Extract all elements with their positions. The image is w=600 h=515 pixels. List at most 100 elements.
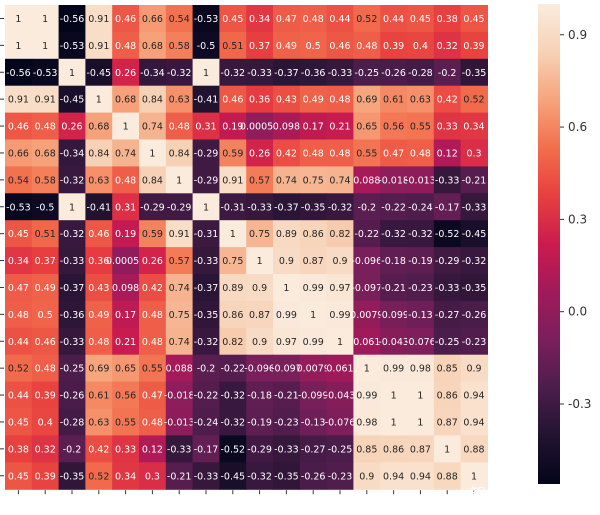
cell-value-label: 0.4 [38, 417, 53, 428]
cell-value-label: -0.076 [405, 337, 436, 348]
cell-value-label: 0.74 [142, 122, 163, 133]
heatmap-cell [353, 274, 381, 302]
cell-value-label: -0.33 [247, 68, 272, 79]
cell-value-label: 0.49 [35, 283, 56, 294]
heatmap-cell [299, 327, 328, 356]
cell-value-label: -0.097 [271, 364, 302, 375]
colorbar-tick-label: 0.9 [568, 28, 587, 42]
cell-value-label: 0.52 [356, 14, 377, 25]
heatmap-cell [31, 220, 60, 248]
heatmap-cell [112, 5, 140, 33]
cell-value-label: 0.59 [222, 148, 243, 159]
heatmap-cell [165, 85, 194, 114]
cell-value-label: 0.48 [356, 41, 377, 52]
cell-value-label: -0.32 [408, 229, 433, 240]
cell-value-label: 0.99 [303, 337, 324, 348]
cell-value-label: 1 [42, 41, 48, 52]
cell-value-label: 0.45 [8, 417, 29, 428]
cell-value-label: 0.63 [169, 95, 190, 106]
cell-value-label: 0.65 [115, 364, 136, 375]
heatmap-cell [192, 58, 220, 87]
cell-value-label: -0.32 [60, 175, 85, 186]
heatmap-cell [192, 220, 220, 248]
cell-value-label: 0.45 [410, 14, 431, 25]
heatmap-cell [246, 408, 274, 436]
cell-value-label: -0.096 [351, 256, 382, 267]
cell-value-label: 0.0079 [350, 310, 383, 321]
heatmap-cell [112, 85, 140, 114]
cell-value-label: 0.48 [329, 95, 350, 106]
cell-value-label: 0.19 [222, 122, 243, 133]
cell-value-label: 0.48 [115, 41, 136, 52]
heatmap-cell [433, 327, 462, 356]
heatmap-cell [299, 31, 328, 60]
cell-value-label: 0.3 [145, 471, 160, 482]
cell-value-label: 0.61 [383, 95, 404, 106]
heatmap-cell [407, 274, 435, 302]
cell-value-label: -0.45 [462, 229, 487, 240]
cell-value-label: 0.12 [142, 444, 163, 455]
cell-value-label: 0.91 [88, 41, 109, 52]
heatmap-cell [380, 85, 408, 114]
cell-value-label: -0.37 [60, 283, 85, 294]
cell-value-label: -0.37 [274, 68, 299, 79]
cell-value-label: -0.13 [408, 310, 433, 321]
cell-value-label: -0.28 [408, 68, 433, 79]
cell-value-label: 0.88 [437, 471, 458, 482]
cell-value-label: 0.55 [356, 148, 377, 159]
heatmap-cell [219, 31, 247, 60]
cell-value-label: 0.99 [383, 364, 404, 375]
cell-value-label: 0.63 [88, 417, 109, 428]
cell-value-label: 1 [42, 14, 48, 25]
heatmap-cell [85, 58, 113, 87]
heatmap-cell [31, 58, 60, 87]
heatmap-cell [460, 300, 488, 329]
heatmap-cell [380, 139, 408, 167]
heatmap-cell [165, 220, 194, 248]
heatmap-cell [219, 408, 247, 436]
cell-value-label: 1 [283, 283, 289, 294]
cell-value-label: -0.32 [381, 229, 406, 240]
cell-value-label: -0.33 [328, 68, 353, 79]
cell-value-label: -0.33 [167, 444, 192, 455]
cell-value-label: -0.53 [33, 68, 58, 79]
cell-value-label: 1 [203, 68, 209, 79]
heatmap-cell [273, 247, 301, 275]
cell-value-label: 0.12 [437, 148, 458, 159]
cell-value-label: 1 [96, 95, 102, 106]
heatmap-cell [5, 139, 33, 167]
heatmap-cell [219, 85, 247, 114]
heatmap-cell [5, 300, 33, 329]
heatmap-cell [112, 327, 140, 356]
heatmap-cell [273, 85, 301, 114]
cell-value-label: 0.47 [383, 148, 404, 159]
heatmap-cell [407, 220, 435, 248]
cell-value-label: 0.51 [222, 41, 243, 52]
heatmap-cell [353, 5, 381, 33]
cell-value-label: -0.34 [60, 148, 85, 159]
heatmap-cell [139, 327, 167, 356]
heatmap-cell [219, 166, 247, 194]
cell-value-label: 0.84 [169, 148, 190, 159]
cell-value-label: 0.56 [115, 391, 136, 402]
heatmap-cell [407, 247, 435, 275]
heatmap-cell [139, 247, 167, 275]
heatmap-cell [112, 435, 140, 463]
heatmap-cell [139, 139, 167, 167]
cell-value-label: -0.27 [301, 444, 326, 455]
cell-value-label: -0.29 [247, 444, 272, 455]
heatmap-cell [299, 220, 328, 248]
cell-value-label: 0.99 [303, 283, 324, 294]
heatmap-cell [380, 112, 408, 141]
heatmap-cell [380, 274, 408, 302]
heatmap-cell [460, 85, 488, 114]
cell-value-label: -0.19 [408, 256, 433, 267]
cell-value-label: -0.18 [247, 391, 272, 402]
heatmap-cell [380, 58, 408, 87]
cell-value-label: 0.088 [166, 364, 193, 375]
cell-value-label: 0.86 [437, 391, 458, 402]
cell-value-label: -0.31 [221, 202, 246, 213]
cell-value-label: 1 [149, 148, 155, 159]
heatmap-cell [353, 354, 381, 383]
heatmap-cell [299, 462, 328, 490]
